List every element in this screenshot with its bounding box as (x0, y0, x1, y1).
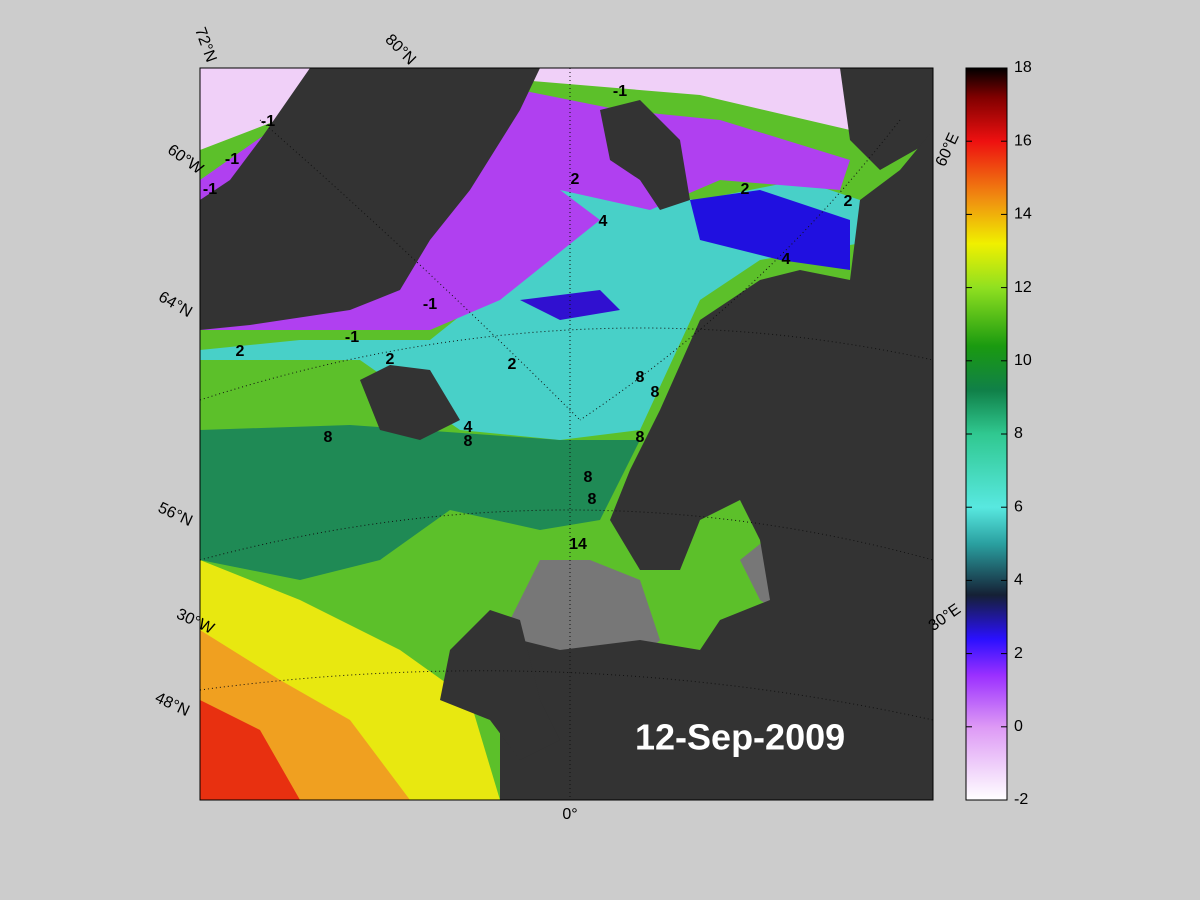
contour-label: -1 (261, 113, 275, 130)
colorbar-tick-label: 0 (1014, 718, 1023, 735)
contour-label: 8 (588, 491, 597, 508)
contour-label: -1 (613, 83, 627, 100)
colorbar-tick-label: 8 (1014, 425, 1023, 442)
colorbar-tick-label: 16 (1014, 132, 1032, 149)
graticule-label: 48°N (152, 689, 192, 720)
contour-label: 8 (651, 384, 660, 401)
graticule-label: 0° (562, 806, 577, 823)
land (840, 68, 933, 170)
temperate-water (200, 425, 640, 580)
graticule-label: 60°E (933, 130, 963, 169)
land (360, 365, 460, 440)
contour-label: 2 (386, 351, 395, 368)
colorbar-tick-label: 4 (1014, 572, 1023, 589)
colorbar-tick-label: 10 (1014, 352, 1032, 369)
graticule-label: 80°N (382, 31, 419, 68)
contour-label: 8 (636, 369, 645, 386)
warm-water (200, 700, 300, 800)
land (200, 68, 540, 330)
contour-label: 2 (571, 171, 580, 188)
colorbar-tick-label: 6 (1014, 498, 1023, 515)
land (500, 130, 933, 800)
colorbar-tick-label: 12 (1014, 279, 1032, 296)
contour-label: 4 (599, 213, 608, 230)
contour-label: -1 (345, 329, 359, 346)
contour-label: 8 (464, 433, 473, 450)
contour-label: 2 (741, 181, 750, 198)
graticule-label: 72°N (191, 25, 219, 64)
colorbar-tick-label: 2 (1014, 645, 1023, 662)
contour-label: 2 (844, 193, 853, 210)
colorbar (965, 67, 1008, 801)
colorbar-tick-label: 18 (1014, 59, 1032, 76)
colorbar-tick-label: 14 (1014, 206, 1032, 223)
contour-label: 8 (324, 429, 333, 446)
contour-label: 14 (569, 536, 587, 553)
contour-label: 4 (464, 419, 473, 436)
map (200, 68, 933, 800)
map-frame (199, 67, 934, 801)
graticule-label: 64°N (155, 288, 194, 321)
contour-label: -1 (225, 151, 239, 168)
cold-water (690, 190, 850, 270)
contour-label: -1 (423, 296, 437, 313)
contour-label: 2 (508, 356, 517, 373)
land (600, 100, 690, 210)
graticule-label: 56°N (155, 499, 195, 530)
contour-label: 8 (584, 469, 593, 486)
land (440, 610, 560, 760)
contour-label: -1 (203, 181, 217, 198)
contour-label: 4 (782, 251, 791, 268)
date-label: 12-Sep-2009 (635, 717, 845, 758)
contour-label: 8 (636, 429, 645, 446)
contour-label: 2 (236, 343, 245, 360)
colorbar-tick-label: -2 (1014, 791, 1028, 808)
